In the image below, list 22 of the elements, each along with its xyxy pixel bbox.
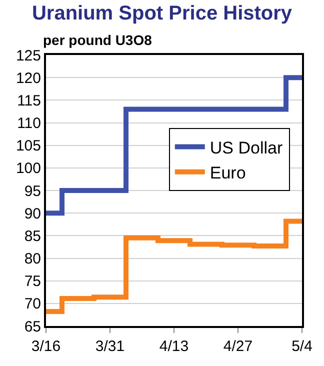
y-tick-label: 70 (24, 296, 41, 313)
y-tick-label: 120 (16, 70, 41, 87)
y-tick-label: 125 (16, 47, 41, 64)
y-tick-label: 80 (24, 250, 41, 268)
y-tick-label: 85 (24, 228, 41, 245)
y-tick-label: 95 (24, 182, 41, 200)
y-tick-label: 75 (24, 273, 41, 290)
y-tick-label: 115 (17, 92, 41, 110)
y-tick-label: 105 (16, 138, 41, 155)
x-tick-label: 3/31 (95, 338, 125, 355)
y-tick-label: 65 (24, 318, 41, 336)
chart-subtitle: per pound U3O8 (43, 32, 152, 48)
y-tick-label: 90 (24, 205, 41, 222)
x-tick-label: 4/27 (223, 338, 253, 355)
legend-label: US Dollar (210, 138, 283, 158)
x-tick-label: 4/13 (159, 338, 189, 355)
x-tick-label: 5/4 (292, 338, 312, 355)
y-tick-label: 100 (16, 160, 41, 178)
legend-label: Euro (210, 163, 246, 182)
chart-title: Uranium Spot Price History (32, 2, 293, 24)
y-tick-label: 110 (17, 115, 41, 132)
x-tick-label: 3/16 (31, 338, 61, 355)
